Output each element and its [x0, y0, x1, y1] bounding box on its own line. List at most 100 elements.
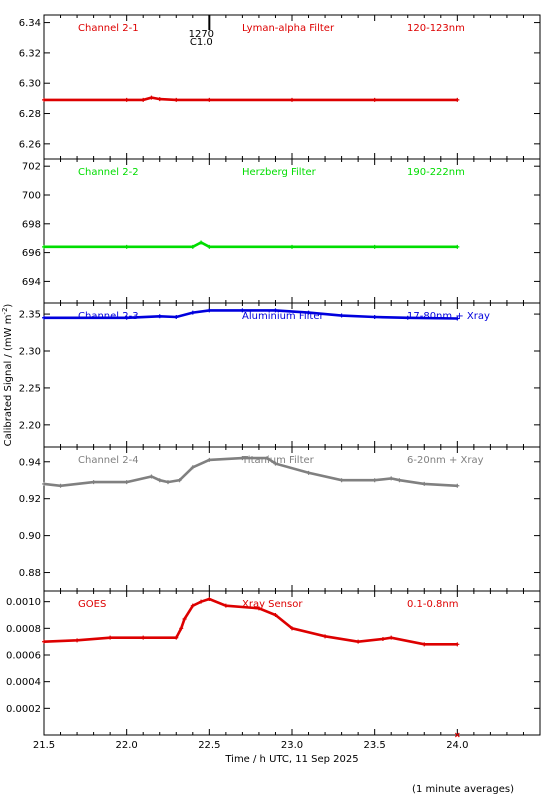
y-tick-label: 700 [22, 191, 41, 202]
panel-label-1: GOES [78, 599, 106, 610]
data-point [223, 603, 228, 608]
data-point [372, 97, 377, 102]
end-marker [454, 732, 460, 738]
y-tick-label: 0.0006 [6, 651, 41, 662]
data-point [199, 599, 204, 604]
data-point [389, 635, 394, 640]
data-point [124, 97, 129, 102]
panel-frame-3 [43, 302, 541, 448]
flare-label-top: 1270 [189, 29, 214, 40]
y-tick-label: 0.92 [19, 494, 41, 505]
data-point [179, 626, 184, 631]
y-tick-label: 694 [22, 277, 41, 288]
data-point [157, 97, 162, 102]
panel-label-3: 120-123nm [407, 23, 465, 34]
panel-label-2: Lyman-alpha Filter [242, 23, 335, 34]
x-tick-label: 23.0 [281, 740, 303, 751]
y-tick-label: 6.30 [19, 79, 41, 90]
data-point [199, 240, 204, 245]
data-point [422, 642, 427, 647]
data-point [455, 316, 460, 321]
data-point [141, 97, 146, 102]
panel-label-3: 0.1-0.8nm [407, 599, 459, 610]
data-point [174, 635, 179, 640]
y-tick-label: 0.88 [19, 568, 41, 579]
data-point [323, 634, 328, 639]
panel-label-1: Channel 2-4 [78, 455, 139, 466]
y-tick-label: 0.0008 [6, 624, 41, 635]
data-point [265, 456, 270, 461]
x-tick-label: 21.5 [33, 740, 55, 751]
y-tick-label: 0.0002 [6, 704, 41, 715]
y-tick-label: 6.26 [19, 139, 41, 150]
panel-frame-1 [43, 14, 541, 160]
panel-label-3: 6-20nm + Xray [407, 455, 484, 466]
y-tick-label: 6.34 [19, 18, 41, 29]
y-axis-title: Calibrated Signal / (mW m-2) [1, 304, 14, 447]
data-point [372, 244, 377, 249]
data-point [58, 483, 63, 488]
y-tick-label: 6.32 [19, 48, 41, 59]
series-line-4 [43, 456, 458, 488]
data-point [42, 639, 46, 644]
data-point [273, 308, 278, 313]
data-point [397, 478, 402, 483]
y-tick-label: 0.0010 [6, 597, 41, 608]
y-tick-label: 698 [22, 219, 41, 230]
panel-label-2: Titanium Filter [241, 455, 315, 466]
data-point [190, 465, 195, 470]
y-tick-label: 2.35 [19, 310, 41, 321]
panel-frame-2 [43, 158, 541, 304]
y-tick-label: 0.0004 [6, 677, 41, 688]
panel-label-1: Channel 2-2 [78, 167, 139, 178]
data-point [190, 244, 195, 249]
x-tick-label: 23.5 [364, 740, 386, 751]
data-point [157, 314, 162, 319]
data-point [306, 470, 311, 475]
y-tick-label: 2.30 [19, 347, 41, 358]
data-point [455, 483, 460, 488]
data-point [290, 626, 294, 631]
data-point [108, 635, 113, 640]
data-point [157, 478, 162, 483]
data-point [190, 310, 195, 315]
x-tick-label: 24.0 [446, 740, 468, 751]
series-line-2 [44, 241, 458, 249]
data-point [339, 313, 344, 318]
data-point [240, 308, 245, 313]
y-tick-label: 702 [22, 162, 41, 173]
y-tick-label: 0.90 [19, 531, 41, 542]
y-tick-label: 2.25 [19, 383, 41, 394]
panel-frame-5 [43, 590, 541, 736]
data-point [42, 481, 46, 486]
data-point [339, 478, 344, 483]
x-axis-title: Time / h UTC, 11 Sep 2025 [224, 754, 358, 765]
data-point [149, 95, 154, 100]
data-point [75, 638, 80, 643]
data-point [174, 97, 179, 102]
panel-label-1: Channel 2-3 [78, 311, 139, 322]
data-point [405, 315, 410, 320]
data-point [290, 97, 294, 102]
panel-label-3: 190-222nm [407, 167, 465, 178]
footnote: (1 minute averages) [412, 784, 514, 795]
panel-label-2: Herzberg Filter [242, 167, 317, 178]
data-point [207, 244, 212, 249]
data-point [455, 642, 460, 647]
data-point [141, 635, 146, 640]
y-tick-label: 0.94 [19, 457, 41, 468]
data-point [207, 97, 212, 102]
data-point [124, 480, 129, 485]
data-point [372, 478, 377, 483]
y-tick-label: 6.28 [19, 109, 41, 120]
data-point [207, 457, 212, 462]
data-point [240, 456, 245, 461]
data-point [356, 639, 361, 644]
data-point [174, 315, 179, 320]
flare-label-bottom: C1.0 [190, 37, 213, 48]
x-tick-label: 22.0 [116, 740, 138, 751]
data-point [290, 244, 294, 249]
data-point [380, 637, 385, 641]
data-point [124, 315, 129, 320]
